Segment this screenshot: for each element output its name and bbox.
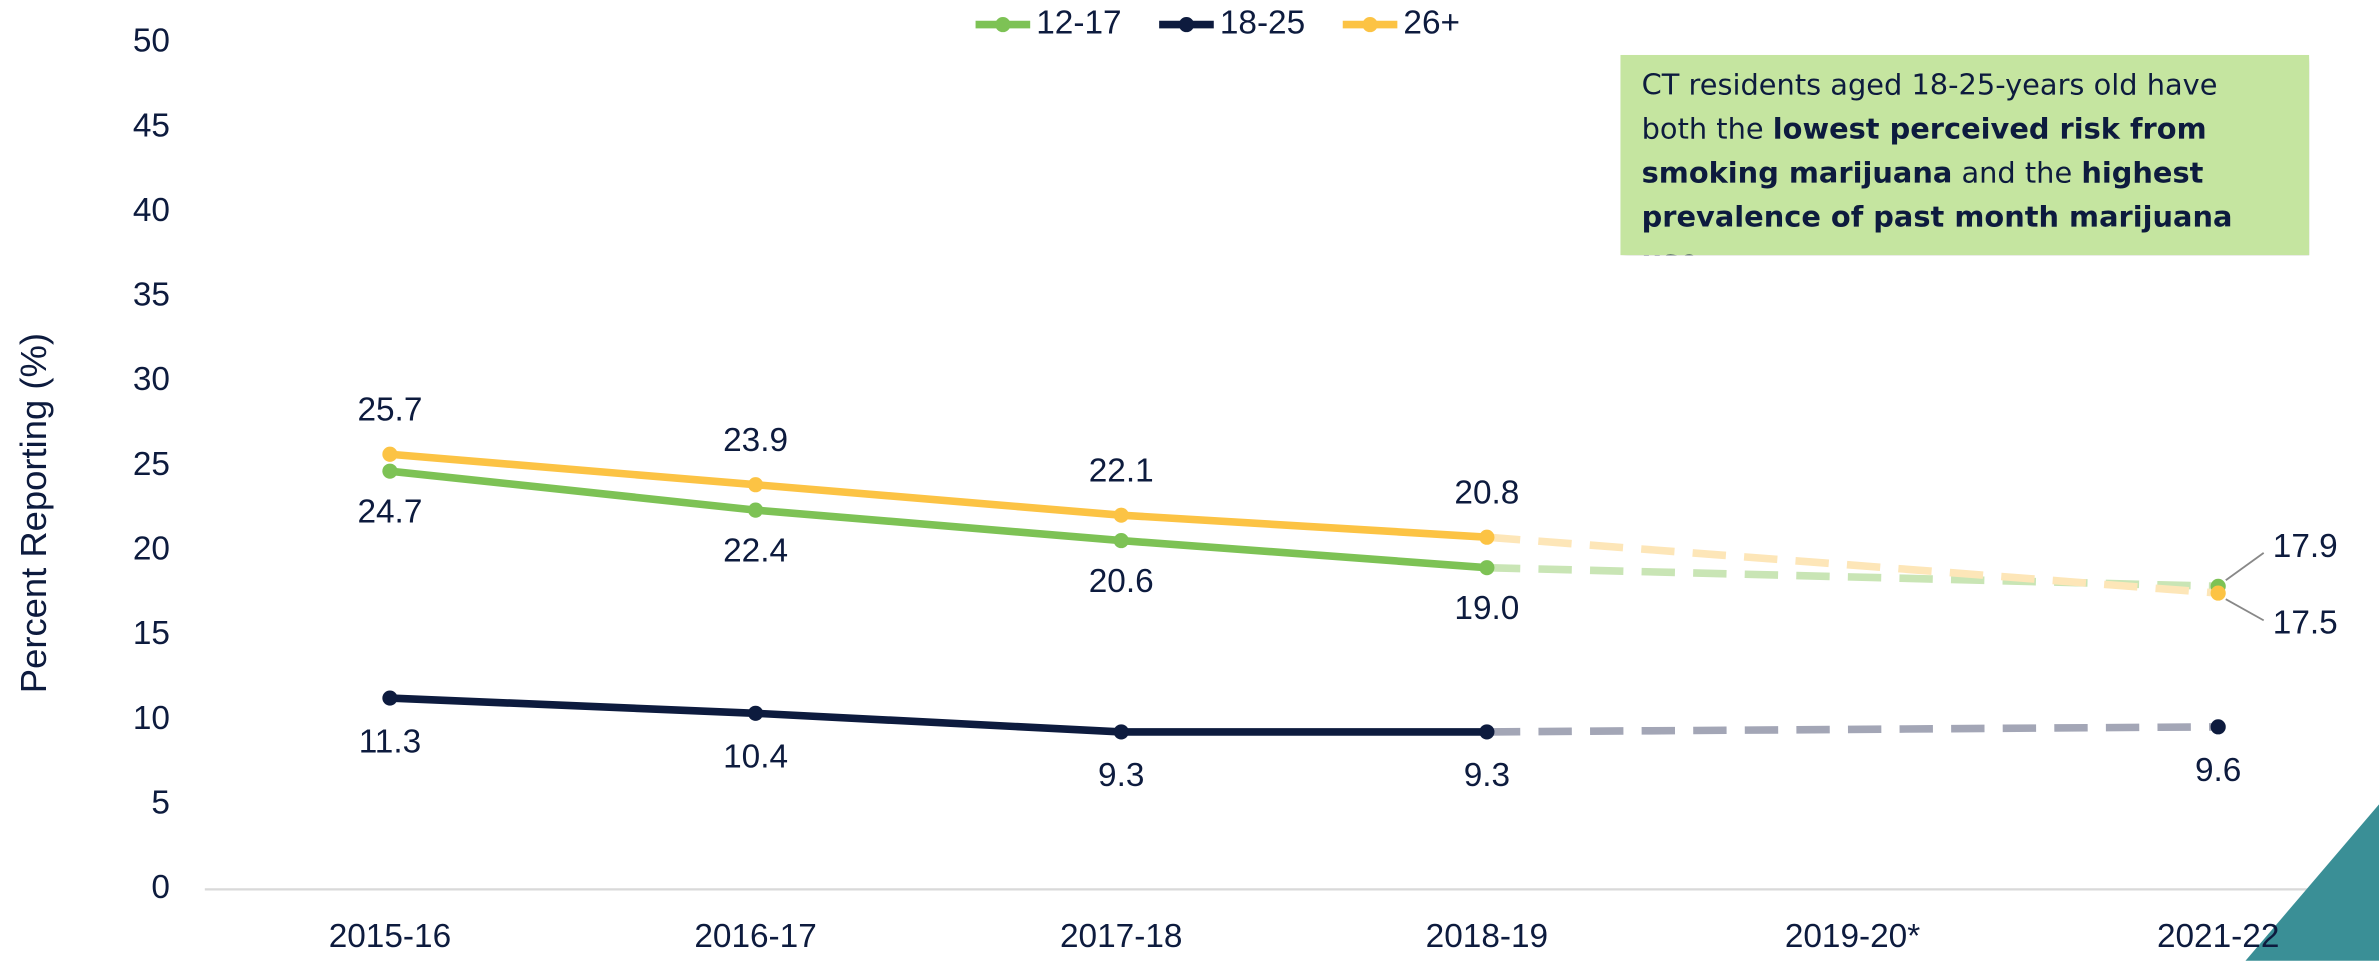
point xyxy=(382,690,398,706)
leader-line xyxy=(2225,598,2265,622)
projected-line xyxy=(1486,563,2219,591)
annotation-text: CT residents aged 18-25-years old have b… xyxy=(1641,68,2218,146)
y-tick-label: 30 xyxy=(133,361,170,398)
x-tick-label: 2016-17 xyxy=(694,918,816,955)
projected-line xyxy=(1486,723,2219,736)
x-tick-label: 2015-16 xyxy=(329,918,451,955)
point xyxy=(2210,719,2226,735)
annotation-bold: lowest perceived risk from smoking marij… xyxy=(1641,112,2207,190)
legend-dot xyxy=(1362,16,1378,33)
point xyxy=(747,477,764,493)
series-line xyxy=(389,467,1488,572)
legend-label: 12-17 xyxy=(1036,4,1121,41)
y-tick-label: 0 xyxy=(151,869,170,906)
x-tick-label: 2018-19 xyxy=(1426,918,1548,955)
data-label: 20.6 xyxy=(1089,563,1154,600)
y-tick-label: 10 xyxy=(133,700,170,737)
point xyxy=(747,705,764,721)
legend-dot xyxy=(1178,16,1195,33)
legend-label: 18-25 xyxy=(1220,4,1305,41)
data-label: 20.8 xyxy=(1454,475,1519,512)
x-tick-label: 2021-22 xyxy=(2157,918,2279,955)
point xyxy=(747,502,764,518)
data-label: 24.7 xyxy=(357,493,422,530)
point xyxy=(2210,585,2226,601)
point xyxy=(382,446,398,462)
data-label: 11.3 xyxy=(359,723,421,760)
data-label: 19.0 xyxy=(1454,590,1519,627)
data-label: 10.4 xyxy=(723,739,788,776)
data-label: 17.9 xyxy=(2273,528,2338,565)
data-label: 23.9 xyxy=(723,422,788,459)
data-label: 9.3 xyxy=(1098,757,1144,794)
point xyxy=(1113,507,1129,523)
y-axis-label: Percent Reporting (%) xyxy=(13,333,54,693)
series-line xyxy=(389,450,1488,541)
point xyxy=(1113,533,1129,549)
data-label: 17.5 xyxy=(2273,605,2338,642)
y-tick-label: 35 xyxy=(133,277,170,314)
point xyxy=(1479,560,1495,576)
data-label: 25.7 xyxy=(357,392,422,429)
leader-line xyxy=(2225,552,2265,581)
y-tick-label: 15 xyxy=(133,615,170,652)
data-label: 9.3 xyxy=(1464,757,1510,794)
data-label: 22.4 xyxy=(723,532,788,569)
series-line xyxy=(389,694,1487,736)
x-tick-label: 2017-18 xyxy=(1060,918,1182,955)
point xyxy=(1479,529,1495,545)
y-tick-label: 50 xyxy=(133,23,170,60)
y-tick-label: 20 xyxy=(133,531,170,568)
point xyxy=(1479,724,1495,740)
data-label: 22.1 xyxy=(1089,453,1154,490)
projected-line xyxy=(1486,533,2219,597)
annotation-bold: highest prevalence of past month marijua… xyxy=(1641,156,2233,256)
annotation: CT residents aged 18-25-years old have b… xyxy=(1620,54,2310,256)
legend-dot xyxy=(995,16,1011,33)
annotation-box: CT residents aged 18-25-years old have b… xyxy=(1620,54,2310,256)
data-label: 9.6 xyxy=(2195,752,2241,789)
y-tick-label: 40 xyxy=(133,192,170,229)
y-tick-label: 5 xyxy=(151,785,170,822)
annotation-text: and the xyxy=(1952,156,2082,190)
point xyxy=(382,463,398,479)
legend-label: 26+ xyxy=(1403,4,1460,41)
y-tick-label: 45 xyxy=(133,107,170,144)
point xyxy=(1113,724,1129,740)
x-tick-label: 2019-20* xyxy=(1785,918,1920,955)
y-tick-label: 25 xyxy=(133,446,170,483)
